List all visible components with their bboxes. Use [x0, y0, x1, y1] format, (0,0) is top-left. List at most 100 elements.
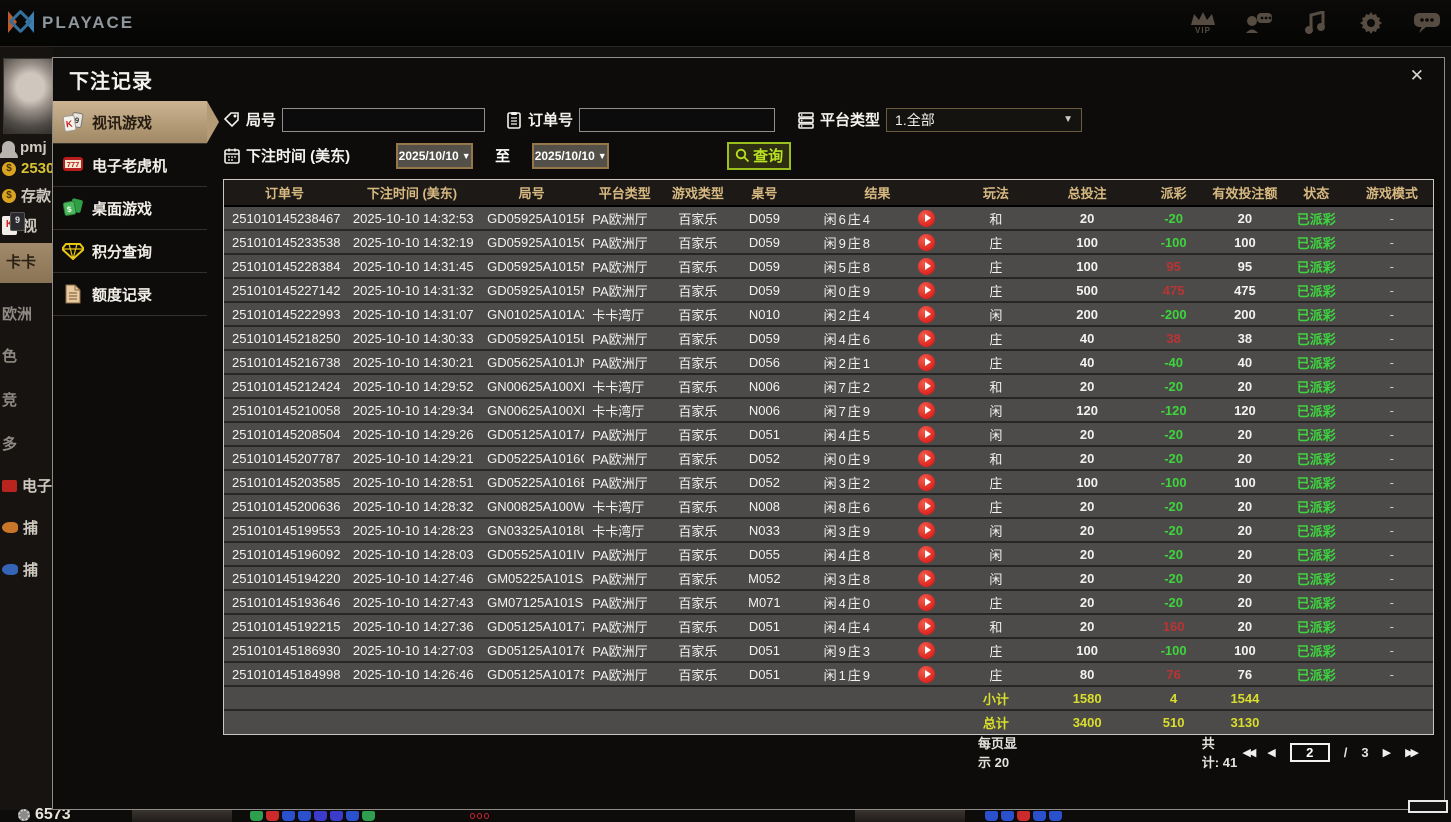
- brand-logo[interactable]: PlayAce: [8, 9, 134, 36]
- cell-round: GD05125A1017A: [479, 422, 585, 447]
- table-row: 251010145203585 2025-10-10 14:28:51 GD05…: [224, 470, 1433, 495]
- user-icon: [0, 141, 18, 158]
- slots-icon: [2, 479, 17, 492]
- deposit-icon: $: [2, 188, 16, 203]
- sidebar-item-slots[interactable]: 电子: [2, 475, 52, 496]
- tab-slots[interactable]: 777 电子老虎机: [53, 144, 207, 187]
- cell-time: 2025-10-10 14:26:46: [344, 662, 480, 687]
- replay-play-button[interactable]: [918, 617, 936, 635]
- close-icon[interactable]: ✕: [1409, 66, 1424, 85]
- cell-play: 庄: [956, 350, 1036, 375]
- cell-order: 251010145212424: [224, 374, 345, 399]
- cell-platform: PA欧洲厅: [584, 326, 666, 351]
- next-page-icon[interactable]: ▶: [1382, 746, 1392, 759]
- messages-icon[interactable]: [1411, 8, 1443, 38]
- cell-valid-bet: 20: [1208, 614, 1282, 639]
- search-button[interactable]: 查询: [727, 141, 792, 170]
- sidebar-item-video[interactable]: K视: [2, 212, 37, 236]
- cell-time: 2025-10-10 14:28:23: [344, 518, 480, 543]
- sidebar-item-duo[interactable]: 多: [2, 436, 18, 453]
- cell-status: 已派彩: [1281, 590, 1351, 615]
- tab-table-games[interactable]: $ 桌面游戏: [53, 187, 207, 230]
- cards-icon: K: [2, 212, 25, 235]
- play-icon: [924, 574, 931, 583]
- replay-play-button[interactable]: [918, 329, 936, 347]
- replay-play-button[interactable]: [918, 401, 936, 419]
- date-to-picker[interactable]: 2025/10/10 ▼: [532, 142, 610, 169]
- first-page-icon[interactable]: ◀◀: [1242, 746, 1256, 759]
- table-row: 251010145233538 2025-10-10 14:32:19 GD05…: [224, 230, 1433, 255]
- replay-play-button[interactable]: [918, 497, 936, 515]
- page-input[interactable]: [1289, 742, 1330, 762]
- sidebar-item-europe[interactable]: 欧洲: [2, 306, 33, 323]
- replay-play-button[interactable]: [918, 233, 936, 251]
- cell-time: 2025-10-10 14:29:26: [344, 422, 480, 447]
- settings-icon[interactable]: [1355, 8, 1387, 38]
- replay-play-button[interactable]: [918, 281, 936, 299]
- sidebar-item-deposit[interactable]: $ 存款: [2, 185, 51, 206]
- round-input[interactable]: [282, 107, 486, 132]
- cell-play: 闲: [956, 302, 1036, 327]
- cell-game-type: 百家乐: [665, 518, 731, 543]
- table-row: 251010145222993 2025-10-10 14:31:07 GN01…: [224, 302, 1433, 327]
- cell-total-bet: 120: [1035, 398, 1140, 423]
- replay-play-button[interactable]: [918, 593, 936, 611]
- table-row: 251010145227142 2025-10-10 14:31:32 GD05…: [224, 278, 1433, 303]
- cell-valid-bet: 200: [1208, 302, 1282, 327]
- tab-credit-records[interactable]: 额度记录: [53, 273, 207, 316]
- sidebar-item-jing[interactable]: 竞: [2, 392, 18, 409]
- cell-play: 和: [956, 374, 1036, 399]
- last-page-icon[interactable]: ▶▶: [1405, 746, 1419, 759]
- cell-game-type: 百家乐: [665, 230, 731, 255]
- replay-play-button[interactable]: [918, 449, 936, 467]
- cell-valid-bet: 475: [1208, 278, 1282, 303]
- replay-play-button[interactable]: [918, 569, 936, 587]
- replay-play-button[interactable]: [918, 353, 936, 371]
- replay-play-button[interactable]: [918, 473, 936, 491]
- cell-platform: PA欧洲厅: [584, 206, 666, 231]
- replay-play-button[interactable]: [918, 257, 936, 275]
- order-input[interactable]: [579, 107, 776, 132]
- cell-total-bet: 20: [1035, 422, 1140, 447]
- support-chat-icon[interactable]: [1243, 8, 1275, 38]
- replay-play-button[interactable]: [918, 641, 936, 659]
- replay-play-button[interactable]: [918, 305, 936, 323]
- cell-time: 2025-10-10 14:32:53: [344, 206, 480, 231]
- total-row: 总计 3400 510 3130: [224, 710, 1433, 734]
- replay-play-button[interactable]: [918, 425, 936, 443]
- replay-play-button[interactable]: [918, 209, 936, 227]
- cell-payout: -20: [1139, 518, 1209, 543]
- col-status: 状态: [1281, 180, 1351, 207]
- cell-game-type: 百家乐: [665, 398, 731, 423]
- total-valid-bet: 3130: [1208, 710, 1282, 734]
- sidebar-item-kaka[interactable]: 卡卡: [0, 243, 53, 283]
- cell-time: 2025-10-10 14:29:52: [344, 374, 480, 399]
- table-header: 订单号 下注时间 (美东) 局号 平台类型 游戏类型 桌号 结果 玩法 总投注 …: [224, 180, 1433, 207]
- sidebar-item-fishing1[interactable]: 捕: [2, 517, 38, 538]
- cell-order: 251010145210058: [224, 398, 345, 423]
- platform-select[interactable]: 1.全部 ▼: [886, 107, 1083, 132]
- cell-status: 已派彩: [1281, 422, 1351, 447]
- cell-platform: 卡卡湾厅: [584, 494, 666, 519]
- replay-play-button[interactable]: [918, 545, 936, 563]
- sidebar-item-fishing2[interactable]: 捕: [2, 559, 38, 580]
- tab-label: 桌面游戏: [92, 200, 153, 218]
- vip-icon[interactable]: VIP: [1187, 8, 1219, 38]
- cell-platform: PA欧洲厅: [584, 542, 666, 567]
- tab-points-query[interactable]: 积分查询: [53, 230, 207, 273]
- cell-round: GD05925A1015L: [479, 326, 585, 351]
- replay-play-button[interactable]: [918, 377, 936, 395]
- sidebar-item-se[interactable]: 色: [2, 348, 18, 365]
- replay-play-button[interactable]: [918, 665, 936, 683]
- music-icon[interactable]: [1299, 8, 1331, 38]
- cell-play: 和: [956, 614, 1036, 639]
- lobby-sidebar-background: pmj $2530 $存款 K视 卡卡 欧洲 色 竞 多 电子 捕 捕: [0, 47, 53, 810]
- platform-label: 平台类型: [820, 112, 881, 129]
- replay-play-button[interactable]: [918, 521, 936, 539]
- prev-page-icon[interactable]: ◀: [1267, 746, 1276, 759]
- avatar[interactable]: [3, 58, 53, 134]
- cell-total-bet: 20: [1035, 518, 1140, 543]
- cell-time: 2025-10-10 14:27:36: [344, 614, 480, 639]
- date-from-picker[interactable]: 2025/10/10 ▼: [396, 142, 474, 169]
